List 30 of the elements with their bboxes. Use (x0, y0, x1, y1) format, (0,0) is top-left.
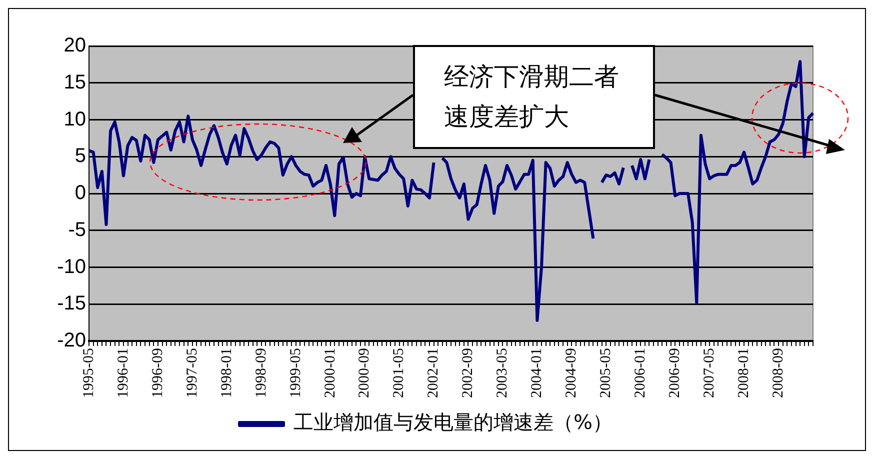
y-tick-label: -5 (68, 218, 86, 241)
x-tick-label: 2000-01 (322, 348, 338, 398)
x-tick-label: 2005-05 (598, 348, 614, 398)
x-tick-label: 1998-09 (253, 348, 270, 398)
y-tick-label: 5 (74, 145, 86, 168)
x-tick-label: 1996-09 (150, 348, 166, 398)
annotation: 经济下滑期二者速度差扩大 (444, 61, 620, 133)
y-tick-label: 0 (74, 182, 86, 204)
x-tick-label: 2006-01 (632, 348, 649, 398)
y-tick-label: 10 (64, 108, 86, 130)
y-tick-label: 20 (64, 34, 86, 57)
y-tick-label: -10 (57, 256, 86, 278)
x-tick-label: 1997-05 (184, 348, 200, 398)
legend-label: 工业增加值与发电量的增速差（%） (294, 410, 613, 434)
x-tick-label: 2008-09 (770, 348, 786, 398)
x-tick-label: 2006-09 (667, 348, 684, 398)
x-tick-label: 2007-05 (702, 348, 718, 398)
x-tick-label: 2001-05 (391, 348, 408, 398)
x-tick-label: 2004-01 (529, 348, 546, 398)
x-tick-label: 2000-09 (356, 348, 373, 398)
x-tick-label: 1996-01 (115, 348, 132, 398)
x-tick-label: 2002-09 (460, 348, 476, 398)
x-tick-label: 2002-01 (426, 348, 442, 398)
x-tick-label: 1998-01 (218, 348, 235, 398)
y-tick-label: 15 (64, 71, 86, 94)
x-tick-label: 1999-05 (288, 348, 304, 398)
y-tick-label: -15 (57, 292, 86, 315)
x-tick-label: 2004-09 (564, 348, 580, 398)
x-tick-label: 2003-05 (494, 348, 511, 398)
x-tick-label: 2008-01 (736, 348, 752, 398)
